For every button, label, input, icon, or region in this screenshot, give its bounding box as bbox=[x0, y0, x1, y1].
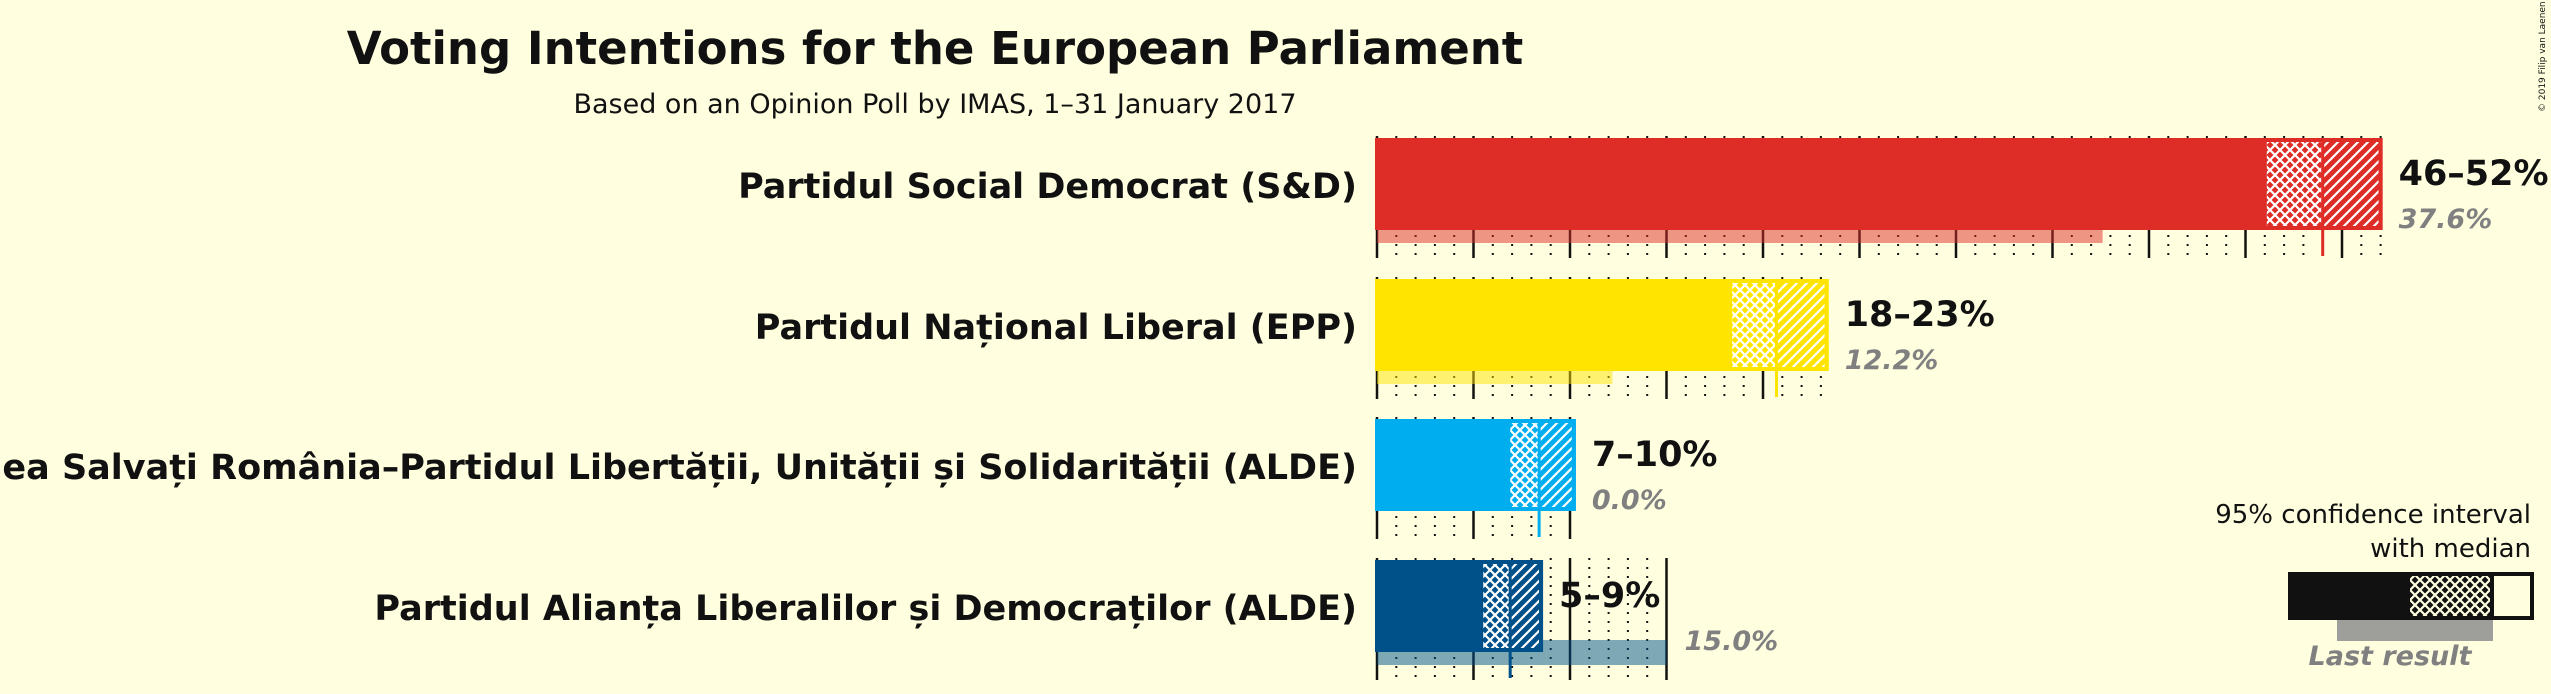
ci-solid-bar bbox=[1377, 140, 2265, 228]
ci-diag-hatch bbox=[1510, 562, 1542, 650]
legend-ci-cross-hatch bbox=[2410, 574, 2492, 618]
last-result-label: 37.6% bbox=[2399, 204, 2493, 235]
party-label: Uniunea Salvați România–Partidul Libertă… bbox=[0, 448, 1357, 488]
ci-cross-hatch bbox=[2264, 140, 2323, 228]
ci-solid-bar bbox=[1377, 421, 1509, 509]
party-row: Uniunea Salvați România–Partidul Libertă… bbox=[0, 419, 1718, 537]
legend-ci-label-line1: 95% confidence interval bbox=[2215, 500, 2531, 530]
range-label: 7–10% bbox=[1592, 435, 1718, 475]
last-result-label: 0.0% bbox=[1592, 485, 1667, 516]
range-label: 5–9% bbox=[1559, 576, 1660, 616]
bars-layer: Partidul Social Democrat (S&D) 46–52% 37.6… bbox=[0, 138, 2549, 678]
legend-last-bar bbox=[2337, 616, 2493, 641]
ci-cross-hatch bbox=[1481, 562, 1511, 650]
legend-ci-diag bbox=[2490, 572, 2534, 620]
party-row: Partidul Alianța Liberalilor și Democraț… bbox=[374, 560, 1779, 678]
legend: 95% confidence interval with median Last… bbox=[2215, 500, 2534, 672]
party-row: Partidul Național Liberal (EPP) 18–23% 12.… bbox=[755, 279, 1995, 397]
legend-ci-solid bbox=[2290, 574, 2410, 618]
last-result-label: 15.0% bbox=[1685, 626, 1779, 657]
party-row: Partidul Social Democrat (S&D) 46–52% 37.6… bbox=[738, 138, 2549, 256]
ci-cross-hatch bbox=[1508, 421, 1540, 509]
copyright: © 2019 Filip van Laenen bbox=[2538, 1, 2548, 112]
party-label: Partidul Social Democrat (S&D) bbox=[738, 167, 1357, 207]
legend-ci-outline bbox=[2288, 572, 2534, 620]
legend-last-result-label: Last result bbox=[2309, 641, 2473, 672]
party-label: Partidul Național Liberal (EPP) bbox=[755, 308, 1357, 348]
range-label: 18–23% bbox=[1845, 295, 1995, 335]
chart-subtitle: Based on an Opinion Poll by IMAS, 1–31 J… bbox=[573, 89, 1296, 120]
ci-diag-hatch bbox=[1776, 281, 1827, 369]
ci-diag-hatch bbox=[1539, 421, 1574, 509]
bar-outline bbox=[1375, 279, 1829, 371]
party-label: Partidul Alianța Liberalilor și Democraț… bbox=[374, 589, 1357, 629]
ci-diag-hatch bbox=[2322, 140, 2381, 228]
last-result-label: 12.2% bbox=[1845, 345, 1939, 376]
ci-solid-bar bbox=[1377, 281, 1731, 369]
chart-title: Voting Intentions for the European Parli… bbox=[347, 22, 1524, 75]
legend-ci-label-line2: with median bbox=[2370, 534, 2531, 564]
range-label: 46–52% bbox=[2399, 154, 2549, 194]
bar-outline bbox=[1375, 138, 2383, 230]
ci-cross-hatch bbox=[1730, 281, 1777, 369]
bar-outline bbox=[1375, 419, 1576, 511]
ci-solid-bar bbox=[1377, 562, 1482, 650]
bar-outline bbox=[1375, 560, 1544, 652]
